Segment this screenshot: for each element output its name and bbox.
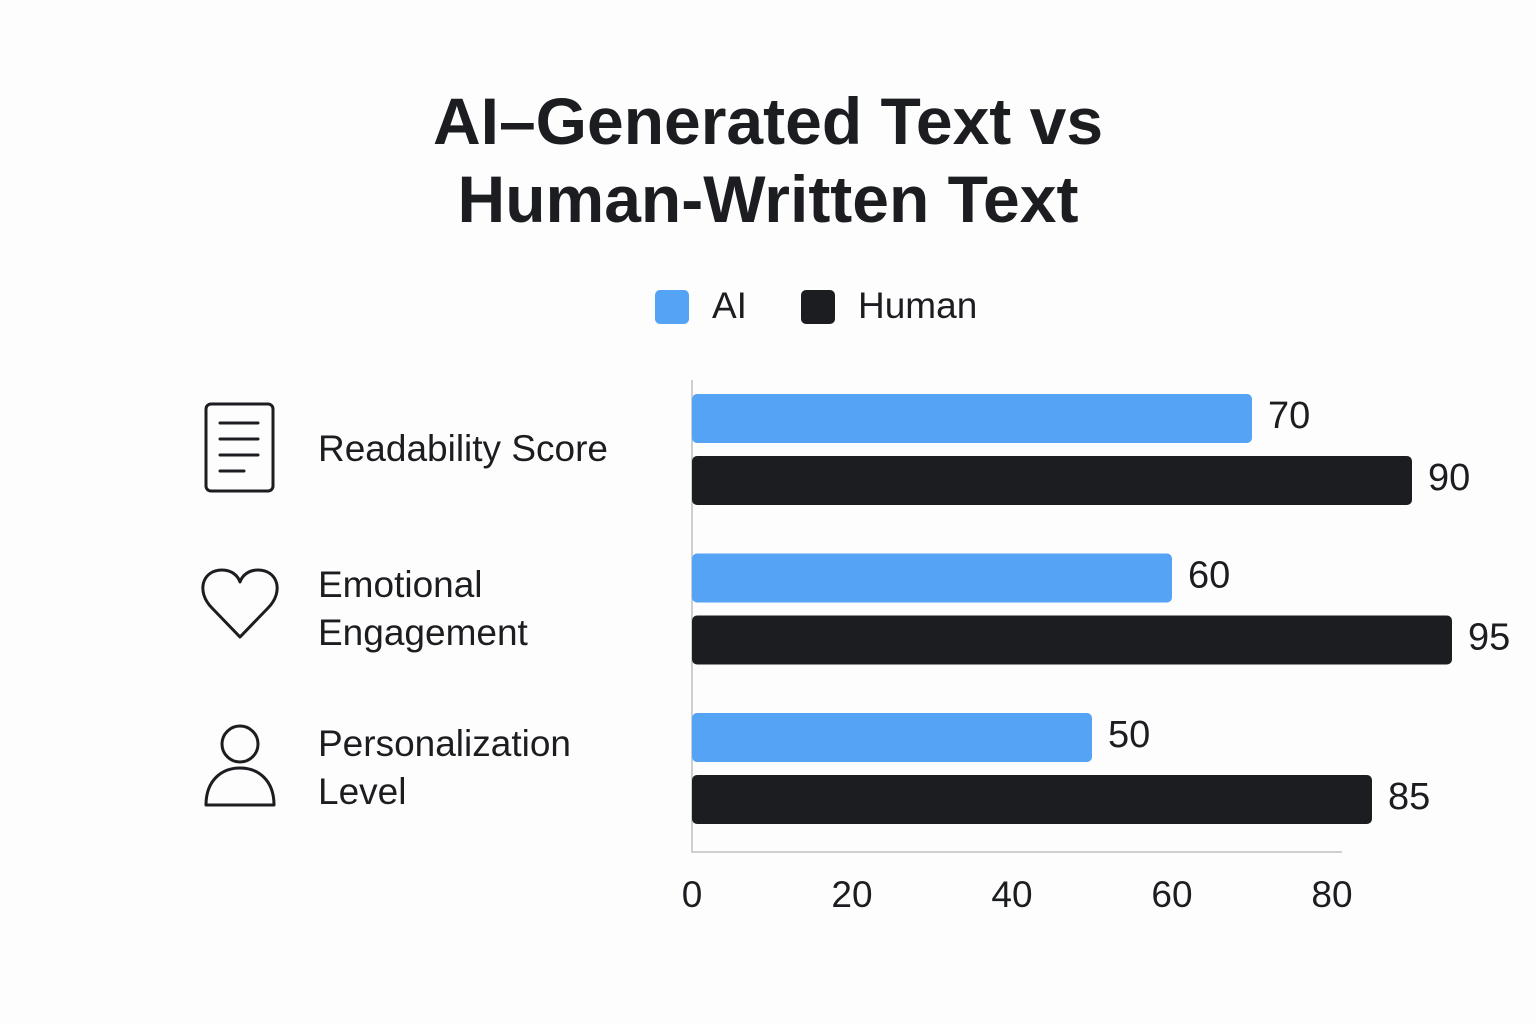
legend-label: Human (858, 285, 977, 326)
bar (692, 553, 1172, 603)
bar-value-label: 70 (1268, 395, 1310, 437)
legend-label: AI (712, 285, 747, 326)
x-tick-label: 80 (1311, 874, 1352, 915)
bar (692, 456, 1412, 505)
icons (201, 402, 279, 807)
chart-title: AI–Generated Text vs Human-Written Text (432, 84, 1104, 236)
document-icon (204, 402, 275, 493)
category-label: Personalization Level (318, 723, 571, 812)
heart-icon (201, 568, 279, 639)
category-label: Readability Score (318, 428, 608, 469)
legend-swatch (655, 290, 689, 324)
bar (692, 775, 1372, 824)
bar (692, 615, 1452, 665)
bar-value-label: 85 (1388, 776, 1430, 818)
bar (692, 713, 1092, 762)
x-tick-label: 0 (682, 874, 703, 915)
category-label: Emotional Engagement (318, 563, 528, 653)
x-tick-label: 40 (991, 874, 1032, 915)
x-tick-label: 20 (831, 874, 872, 915)
x-tick-label: 60 (1151, 874, 1192, 915)
bar-value-label: 90 (1428, 457, 1470, 499)
person-head-icon (220, 724, 260, 764)
document-lines (218, 421, 260, 473)
person-body-icon (204, 766, 276, 807)
bar-value-label: 50 (1108, 714, 1150, 756)
bar-value-label: 60 (1188, 555, 1230, 597)
bar-value-label: 95 (1468, 617, 1510, 659)
bar (692, 394, 1252, 443)
legend-swatch (801, 290, 835, 324)
